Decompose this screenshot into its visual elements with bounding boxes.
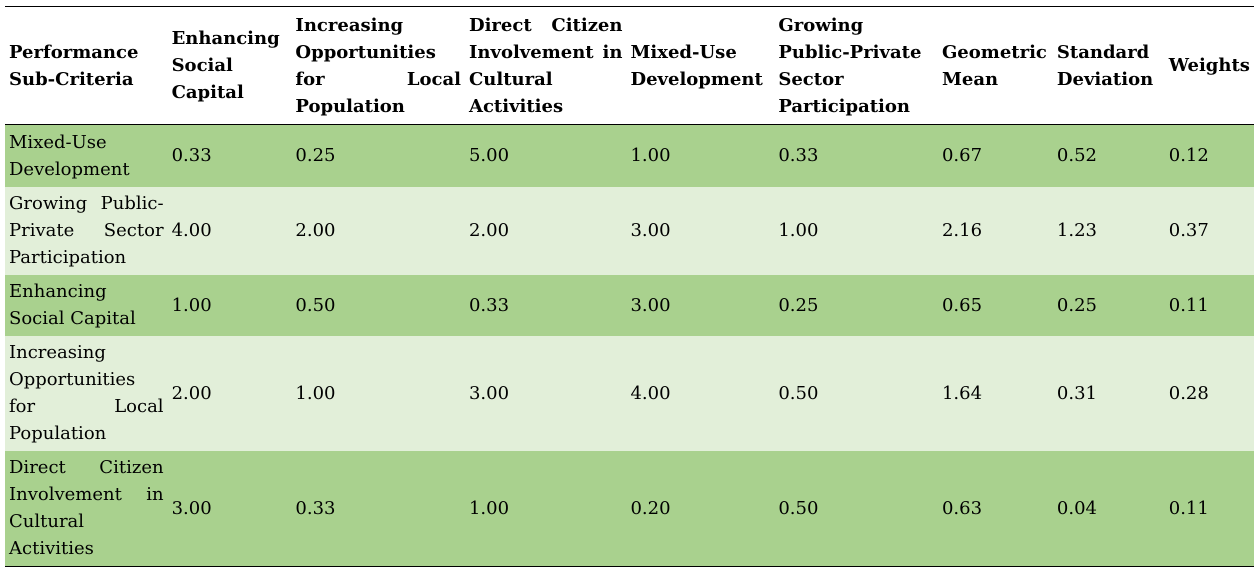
header-sub-criteria: Performance Sub-Criteria (5, 6, 168, 125)
header-mixed-use-development: Mixed-Use Development (626, 6, 775, 125)
table-cell: 0.31 (1052, 335, 1165, 451)
table-cell: 0.11 (1164, 450, 1254, 567)
table-cell: 5.00 (464, 124, 627, 187)
table-cell: 1.00 (464, 450, 627, 567)
table-cell: 1.23 (1052, 186, 1165, 275)
table-cell: 0.50 (774, 335, 938, 451)
table-cell: 1.00 (626, 124, 775, 187)
table-cell: 0.37 (1164, 186, 1254, 275)
header-row: Performance Sub-Criteria Enhancing Socia… (5, 6, 1254, 125)
table-row: Direct Citizen Involvement in Cultural A… (5, 450, 1254, 567)
row-label: Direct Citizen Involvement in Cultural A… (5, 450, 168, 567)
table-cell: 2.00 (464, 186, 627, 275)
table-cell: 0.28 (1164, 335, 1254, 451)
table-cell: 0.04 (1052, 450, 1165, 567)
table-row: Growing Public-Private Sector Participat… (5, 186, 1254, 275)
table-cell: 2.16 (937, 186, 1053, 275)
table-cell: 4.00 (167, 186, 292, 275)
table-row: Mixed-Use Development 0.33 0.25 5.00 1.0… (5, 124, 1254, 187)
table-cell: 3.00 (167, 450, 292, 567)
table-cell: 0.25 (291, 124, 465, 187)
table-row: Enhancing Social Capital 1.00 0.50 0.33 … (5, 274, 1254, 336)
table-row: Increasing Opportunities for Local Popul… (5, 335, 1254, 451)
row-label: Enhancing Social Capital (5, 274, 168, 336)
header-geometric-mean: Geometric Mean (937, 6, 1053, 125)
table-cell: 0.67 (937, 124, 1053, 187)
table-cell: 2.00 (291, 186, 465, 275)
header-enhancing-social-capital: Enhancing Social Capital (167, 6, 292, 125)
table-cell: 0.65 (937, 274, 1053, 336)
table-cell: 0.33 (291, 450, 465, 567)
table-cell: 1.00 (774, 186, 938, 275)
ahp-weights-table: Performance Sub-Criteria Enhancing Socia… (5, 6, 1254, 567)
table-cell: 0.33 (464, 274, 627, 336)
row-label: Mixed-Use Development (5, 124, 168, 187)
table-cell: 1.64 (937, 335, 1053, 451)
table-cell: 0.12 (1164, 124, 1254, 187)
header-standard-deviation: Standard Deviation (1052, 6, 1165, 125)
table-cell: 1.00 (291, 335, 465, 451)
header-increasing-opportunities: Increasing Opportunities for Local Popul… (291, 6, 465, 125)
table-cell: 0.20 (626, 450, 775, 567)
table-cell: 3.00 (626, 274, 775, 336)
table-cell: 2.00 (167, 335, 292, 451)
table-cell: 1.00 (167, 274, 292, 336)
table-cell: 0.50 (774, 450, 938, 567)
table-cell: 3.00 (464, 335, 627, 451)
table-cell: 0.25 (1052, 274, 1165, 336)
row-label: Increasing Opportunities for Local Popul… (5, 335, 168, 451)
table-cell: 0.63 (937, 450, 1053, 567)
table-cell: 0.33 (167, 124, 292, 187)
table-cell: 3.00 (626, 186, 775, 275)
table-cell: 4.00 (626, 335, 775, 451)
table-cell: 0.52 (1052, 124, 1165, 187)
header-weights: Weights (1164, 6, 1254, 125)
table-cell: 0.50 (291, 274, 465, 336)
row-label: Growing Public-Private Sector Participat… (5, 186, 168, 275)
table-cell: 0.11 (1164, 274, 1254, 336)
header-growing-public-private: Growing Public-Private Sector Participat… (774, 6, 938, 125)
table-cell: 0.33 (774, 124, 938, 187)
table-cell: 0.25 (774, 274, 938, 336)
header-direct-citizen-involvement: Direct Citizen Involvement in Cultural A… (464, 6, 627, 125)
